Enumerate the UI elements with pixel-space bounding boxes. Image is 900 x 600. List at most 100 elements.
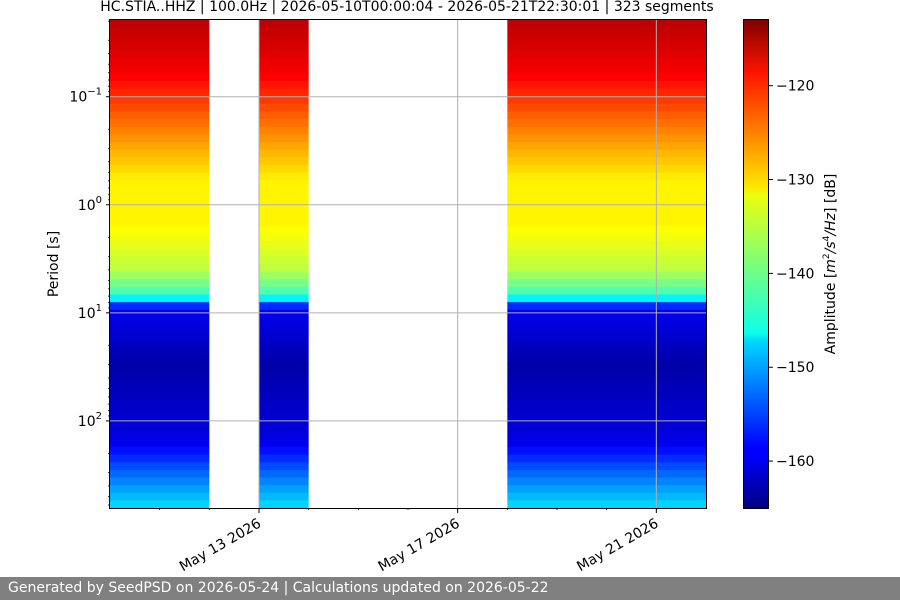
heatmap-cell [110, 164, 210, 173]
heatmap-cell [259, 73, 309, 82]
heatmap-cell [110, 203, 210, 212]
heatmap-cell [259, 431, 309, 440]
heatmap-cell [110, 370, 210, 379]
heatmap-cell [110, 378, 210, 387]
heatmap-cell [259, 294, 309, 303]
heatmap-cell [259, 256, 309, 265]
colorbar-tick-label: −140 [776, 266, 814, 282]
heatmap-cell [110, 65, 210, 74]
heatmap-cell [110, 233, 210, 242]
heatmap-cell [259, 248, 309, 257]
heatmap-cell [259, 225, 309, 234]
colorbar-ticks: −120 −130 −140 −150 −160 [769, 79, 814, 470]
heatmap-cell [507, 248, 706, 257]
heatmap-cell [259, 309, 309, 318]
heatmap-cell [507, 81, 706, 90]
heatmap-cell [507, 172, 706, 181]
heatmap-cell [507, 195, 706, 204]
heatmap-cell [507, 58, 706, 67]
heatmap-cell [259, 187, 309, 196]
heatmap-cell [507, 378, 706, 387]
heatmap-cell [507, 477, 706, 486]
heatmap-cell [507, 439, 706, 448]
heatmap-cell [110, 347, 210, 356]
heatmap-cell [507, 271, 706, 280]
heatmap-cell [110, 134, 210, 143]
heatmap-cell [110, 42, 210, 51]
heatmap-cell [110, 340, 210, 349]
heatmap-cell [259, 42, 309, 51]
heatmap-cell [110, 172, 210, 181]
heatmap-cell [110, 180, 210, 189]
heatmap-cell [110, 218, 210, 227]
heatmap-cell [259, 164, 309, 173]
heatmap-cell [507, 363, 706, 372]
heatmap-cell [110, 332, 210, 341]
heatmap-cell [507, 309, 706, 318]
heatmap-cell [507, 119, 706, 128]
heatmap-cell [259, 126, 309, 135]
y-tick-label: 102 [78, 411, 102, 430]
heatmap-cell [507, 210, 706, 219]
heatmap-cell [259, 88, 309, 97]
heatmap-cell [259, 347, 309, 356]
heatmap-cell [110, 73, 210, 82]
heatmap-cell [259, 241, 309, 250]
heatmap-cell [110, 485, 210, 494]
heatmap-cell [259, 65, 309, 74]
heatmap-cell [507, 88, 706, 97]
heatmap-cell [110, 294, 210, 303]
heatmap-cell [507, 134, 706, 143]
heatmap-cell [259, 233, 309, 242]
heatmap-cell [110, 96, 210, 105]
heatmap-cell [259, 81, 309, 90]
heatmap-cell [259, 142, 309, 151]
heatmap-cell [259, 378, 309, 387]
heatmap-cell [110, 492, 210, 501]
heatmap-cell [507, 492, 706, 501]
heatmap-cell [259, 500, 309, 509]
heatmap-cell [259, 439, 309, 448]
heatmap-cell [259, 96, 309, 105]
chart-title: HC.STIA..HHZ | 100.0Hz | 2026-05-10T00:0… [100, 0, 713, 15]
heatmap-cell [259, 119, 309, 128]
heatmap-cell [507, 218, 706, 227]
heatmap-cell [507, 347, 706, 356]
heatmap-cell [507, 325, 706, 334]
heatmap-cell [507, 332, 706, 341]
heatmap-cell [259, 27, 309, 36]
heatmap-cell [507, 393, 706, 402]
footer-bar: Generated by SeedPSD on 2026-05-24 | Cal… [0, 577, 900, 600]
heatmap-cell [259, 325, 309, 334]
heatmap-cell [259, 355, 309, 364]
grid-lines [110, 20, 706, 508]
heatmap-cell [110, 119, 210, 128]
heatmap-cell [259, 386, 309, 395]
psd-chart: HC.STIA..HHZ | 100.0Hz | 2026-05-10T00:0… [46, 0, 839, 575]
heatmap-cell [259, 111, 309, 120]
heatmap-cell [507, 317, 706, 326]
heatmap-cell [259, 264, 309, 273]
heatmap-cell [110, 408, 210, 417]
heatmap-cell [110, 325, 210, 334]
footer-text: Generated by SeedPSD on 2026-05-24 | Cal… [8, 580, 549, 596]
y-tick-label: 100 [78, 195, 102, 214]
heatmap-cell [110, 439, 210, 448]
heatmap-cell [507, 302, 706, 311]
heatmap-cell [507, 35, 706, 44]
heatmap-cell [110, 256, 210, 265]
heatmap-cell [507, 225, 706, 234]
heatmap-cell [259, 58, 309, 67]
heatmap-cell [507, 126, 706, 135]
heatmap-cell [259, 424, 309, 433]
heatmap-cell [507, 256, 706, 265]
heatmap-cell [259, 302, 309, 311]
heatmap-cell [259, 408, 309, 417]
heatmap-cell [259, 393, 309, 402]
heatmap-cell [259, 286, 309, 295]
heatmap-cell [507, 103, 706, 112]
heatmap-cell [507, 42, 706, 51]
heatmap-cell [507, 157, 706, 166]
heatmap-cell [507, 294, 706, 303]
heatmap-cell [110, 279, 210, 288]
